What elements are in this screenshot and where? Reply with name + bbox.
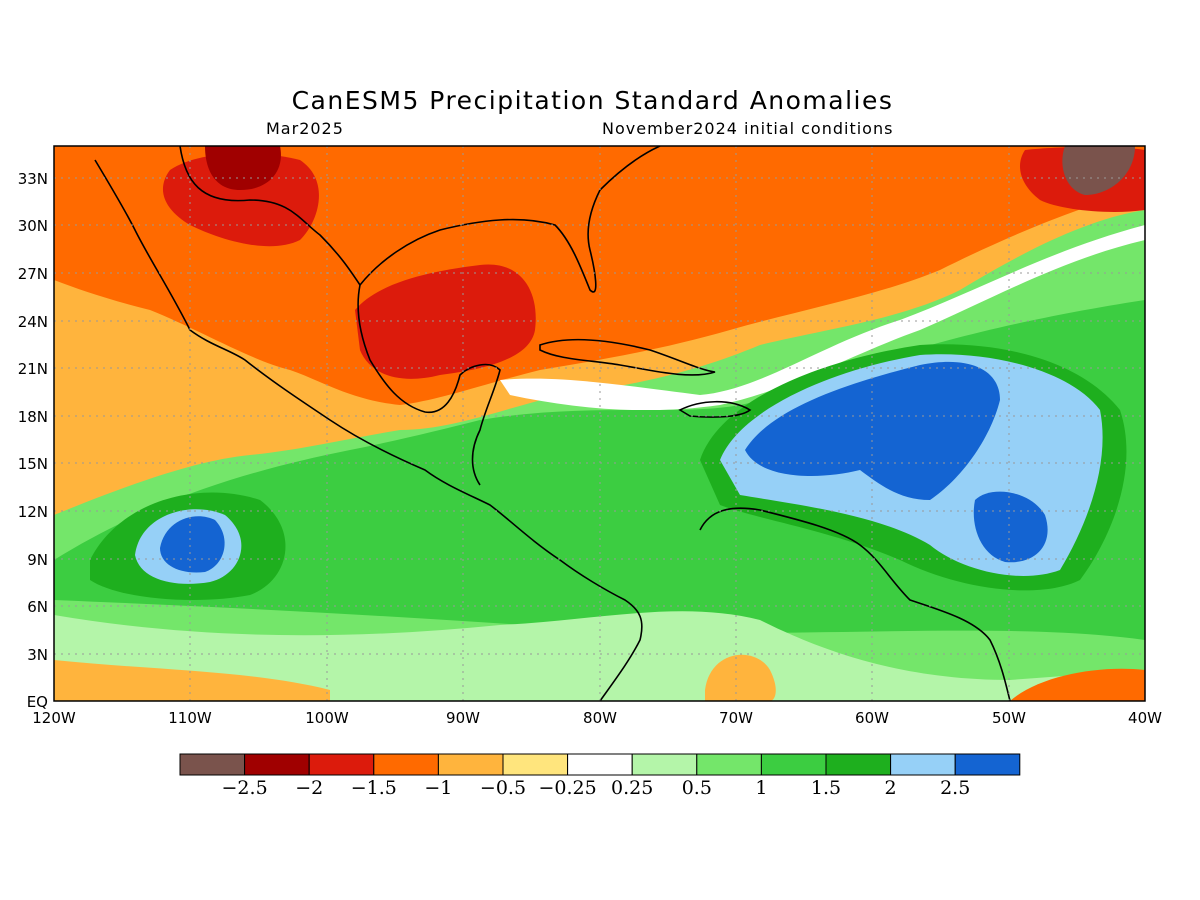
colorbar-swatch bbox=[373, 753, 439, 776]
colorbar-label: −0.25 bbox=[538, 777, 596, 799]
lat-axis: EQ 3N 6N 9N 12N 15N 18N 21N 24N 27N 30N … bbox=[18, 170, 48, 711]
field-atl-max bbox=[745, 361, 1000, 500]
lat-tick-label: 18N bbox=[18, 408, 48, 426]
colorbar-swatch bbox=[696, 753, 762, 776]
hispaniola bbox=[678, 400, 752, 418]
colorbar-swatch bbox=[308, 753, 375, 776]
us-mexico-border bbox=[179, 146, 361, 286]
south-america-coast bbox=[699, 507, 1011, 701]
colorbar-label: 0.25 bbox=[611, 777, 653, 799]
lat-tick-label: 27N bbox=[18, 265, 48, 283]
lat-tick-label: 9N bbox=[27, 551, 48, 569]
colorbar-swatch bbox=[954, 753, 1021, 776]
field-epac-max bbox=[160, 516, 225, 573]
field-transition-band bbox=[500, 225, 1145, 411]
coastlines bbox=[94, 146, 1011, 701]
anomaly-field bbox=[54, 146, 1145, 701]
lat-tick-label: 15N bbox=[18, 455, 48, 473]
lat-tick-label: 33N bbox=[18, 170, 48, 188]
colorbar-label: 0.5 bbox=[682, 777, 712, 799]
lon-tick-label: 70W bbox=[719, 709, 753, 727]
valid-time-label: Mar2025 bbox=[266, 119, 344, 138]
colorbar-label: 1.5 bbox=[811, 777, 841, 799]
lat-tick-label: 12N bbox=[18, 503, 48, 521]
lat-tick-label: 30N bbox=[18, 217, 48, 235]
field-gulf-core bbox=[355, 264, 536, 379]
lon-tick-label: 80W bbox=[583, 709, 617, 727]
lat-tick-label: 3N bbox=[27, 646, 48, 664]
graticule bbox=[54, 146, 1145, 701]
field-south-negative-2 bbox=[705, 654, 776, 701]
map-title: CanESM5 Precipitation Standard Anomalies bbox=[291, 86, 894, 115]
colorbar-swatch bbox=[760, 753, 827, 776]
gulf-coast bbox=[357, 284, 501, 486]
lon-tick-label: 50W bbox=[992, 709, 1026, 727]
colorbar-label: 2.5 bbox=[940, 777, 970, 799]
lon-tick-label: 40W bbox=[1128, 709, 1162, 727]
colorbar-label: 1 bbox=[755, 777, 767, 799]
field-nw-max bbox=[205, 146, 281, 190]
colorbar-label: −2.5 bbox=[222, 777, 268, 799]
colorbar: −2.5 −2 −1.5 −1 −0.5 −0.25 0.25 0.5 1 1.5 2 2.5 bbox=[179, 753, 1021, 799]
colorbar-swatch bbox=[890, 753, 956, 776]
lat-tick-label: 21N bbox=[18, 360, 48, 378]
us-coast bbox=[359, 146, 661, 293]
lat-tick-label: EQ bbox=[27, 693, 48, 711]
field-south-negative bbox=[54, 660, 330, 701]
lat-tick-label: 6N bbox=[27, 598, 48, 616]
lat-tick-label: 24N bbox=[18, 313, 48, 331]
colorbar-swatch bbox=[179, 753, 246, 776]
colorbar-label: −1 bbox=[424, 777, 452, 799]
colorbar-swatch bbox=[244, 753, 310, 776]
lon-tick-label: 100W bbox=[305, 709, 349, 727]
colorbar-label: −0.5 bbox=[480, 777, 526, 799]
lon-tick-label: 90W bbox=[446, 709, 480, 727]
field-ne-max bbox=[1062, 146, 1135, 195]
lon-tick-label: 120W bbox=[32, 709, 76, 727]
lon-axis: 120W 110W 100W 90W 80W 70W 60W 50W 40W bbox=[32, 709, 1162, 727]
colorbar-swatch bbox=[437, 753, 504, 776]
colorbar-swatch bbox=[502, 753, 569, 776]
field-se-negative bbox=[1010, 668, 1145, 701]
map-frame bbox=[53, 145, 1146, 702]
colorbar-label: −1.5 bbox=[351, 777, 397, 799]
colorbar-swatch bbox=[631, 753, 698, 776]
lon-tick-label: 110W bbox=[168, 709, 212, 727]
colorbar-swatch bbox=[567, 753, 633, 776]
field-atl-max-2 bbox=[973, 491, 1048, 563]
colorbar-label: 2 bbox=[885, 777, 897, 799]
pacific-coast bbox=[94, 159, 643, 701]
colorbar-swatch bbox=[825, 753, 892, 776]
lon-tick-label: 60W bbox=[855, 709, 889, 727]
init-conditions-label: November2024 initial conditions bbox=[602, 119, 894, 138]
colorbar-label: −2 bbox=[295, 777, 323, 799]
cuba bbox=[539, 338, 716, 376]
